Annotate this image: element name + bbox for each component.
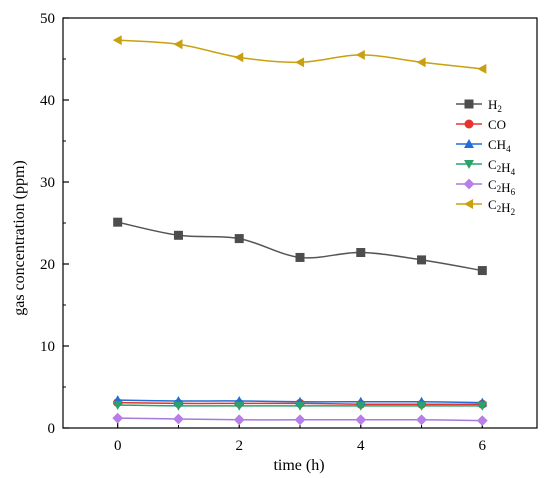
data-point <box>477 63 487 74</box>
data-point <box>295 252 305 262</box>
x-tick-label: 6 <box>479 438 487 454</box>
y-tick-label: 10 <box>40 339 55 355</box>
y-tick-label: 30 <box>40 175 55 191</box>
legend-label: C2H2 <box>488 197 515 217</box>
data-point <box>234 401 245 411</box>
legend-entry: C2H6 <box>456 177 516 197</box>
x-tick-label: 2 <box>235 438 243 454</box>
plot-area <box>62 17 538 429</box>
data-point <box>233 414 245 426</box>
legend-entry: CO <box>456 117 506 132</box>
legend-label: C2H6 <box>488 177 516 197</box>
plot-frame <box>62 17 538 429</box>
legend-marker <box>464 199 474 209</box>
legend-marker <box>464 139 474 149</box>
y-tick-label: 40 <box>40 93 55 109</box>
series-line <box>117 221 483 272</box>
series-h2 <box>113 217 487 276</box>
legend-label-part: 2 <box>497 204 502 214</box>
legend-marker <box>464 99 474 109</box>
legend-label-part: 2 <box>497 104 502 114</box>
legend-label-part: H <box>488 97 497 112</box>
legend-label-part: 2 <box>497 184 502 194</box>
data-point <box>417 255 427 265</box>
legend-marker <box>463 178 475 190</box>
legend-label: H2 <box>488 97 502 114</box>
x-tick-label: 4 <box>357 438 365 454</box>
legend-label-part: 6 <box>511 187 516 197</box>
data-point <box>173 401 184 411</box>
legend-label: CH4 <box>488 137 511 154</box>
legend-entry: CH4 <box>456 137 511 154</box>
y-axis-label: gas concentration (ppm) <box>11 160 28 316</box>
legend-entry: C2H4 <box>456 157 516 177</box>
data-point <box>234 52 244 63</box>
legend-entry: C2H2 <box>456 197 515 217</box>
data-point <box>112 400 123 410</box>
legend-label: C2H4 <box>488 157 516 177</box>
axes: 0 10 20 30 40 50 0 2 4 6 <box>40 11 487 454</box>
data-point <box>294 414 306 426</box>
legend-entry: H2 <box>456 97 502 114</box>
legend-label-part: 4 <box>506 144 511 154</box>
legend-label-part: C <box>488 177 497 192</box>
legend-label-part: 4 <box>511 167 516 177</box>
legend-label-part: CH <box>488 137 506 152</box>
data-point <box>173 230 183 240</box>
legend-label-part: C <box>488 157 497 172</box>
data-point <box>416 57 426 68</box>
legend-label-part: C <box>488 197 497 212</box>
data-point <box>112 412 124 424</box>
data-point <box>355 49 365 60</box>
series-c2h6 <box>112 412 488 427</box>
series-c2h4 <box>112 400 488 411</box>
data-point <box>355 414 367 426</box>
data-point <box>416 401 427 411</box>
data-point <box>295 401 305 411</box>
legend-label-part: H <box>501 200 510 215</box>
series-layer <box>112 35 488 427</box>
legend-label-part: H <box>501 160 510 175</box>
legend-marker <box>464 119 474 129</box>
data-point <box>477 266 487 276</box>
series-c2h2 <box>112 35 487 74</box>
data-point <box>173 39 183 50</box>
legend-label: CO <box>488 117 506 132</box>
data-point <box>476 415 488 427</box>
data-point <box>112 35 122 46</box>
legend-label-part: 2 <box>511 207 516 217</box>
data-point <box>173 413 184 425</box>
legend-marker <box>464 159 474 169</box>
data-point <box>295 57 305 68</box>
legend-label-part: CO <box>488 117 506 132</box>
y-tick-label: 20 <box>40 257 55 273</box>
data-point <box>234 234 244 244</box>
data-point <box>416 414 427 426</box>
y-tick-label: 0 <box>48 421 56 437</box>
data-point <box>356 248 366 258</box>
data-point <box>113 217 123 227</box>
data-point <box>477 401 488 411</box>
legend-label-part: H <box>501 180 510 195</box>
data-point <box>355 401 366 411</box>
y-tick-label: 50 <box>40 11 55 27</box>
x-axis-label: time (h) <box>273 457 324 474</box>
x-tick-label: 0 <box>114 438 122 454</box>
legend-label-part: 2 <box>497 164 502 174</box>
